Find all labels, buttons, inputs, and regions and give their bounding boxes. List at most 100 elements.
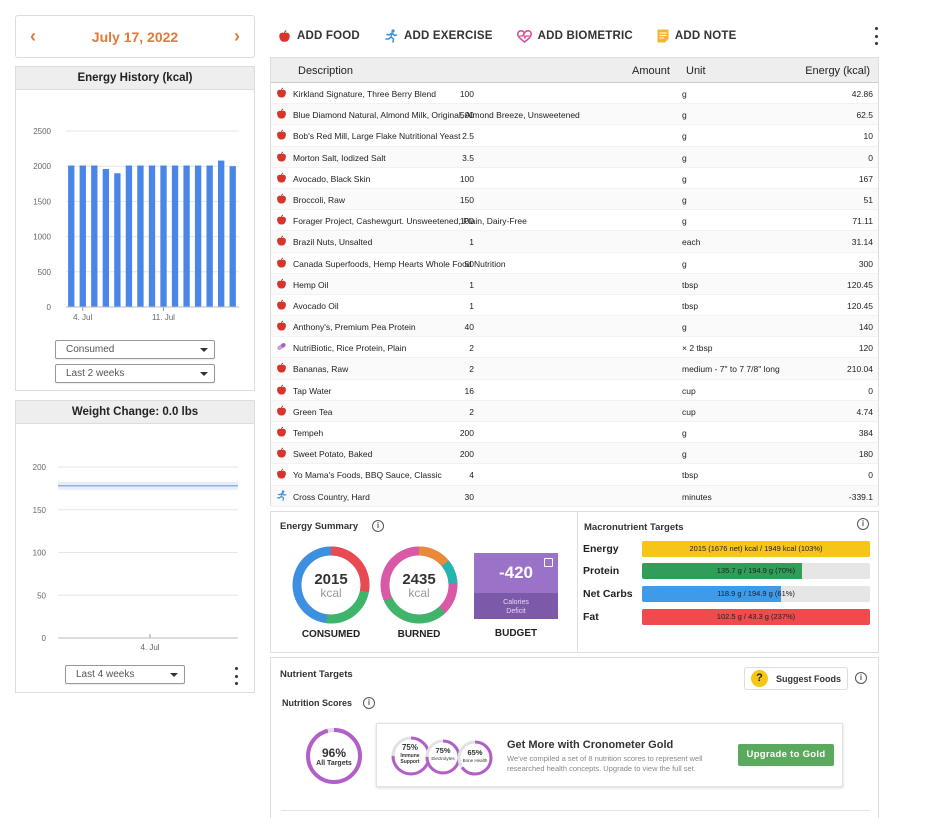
budget-sub2: Deficit [506,608,526,615]
burned-unit: kcal [408,586,430,600]
row-amount: 100 [459,216,474,227]
row-energy: 140 [858,322,873,333]
bar[interactable] [102,169,110,307]
apple-icon [276,108,287,122]
macro-progress-bar[interactable]: 102.5 g / 43.3 g (237%) [642,609,870,625]
toolbar-more-icon[interactable] [872,27,880,45]
row-unit: g [682,173,687,184]
table-row[interactable]: Yo Mama's Foods, BBQ Sauce, Classic 4 tbsp… [271,464,878,486]
table-row[interactable]: Morton Salt, Iodized Salt 3.5 g 0 [271,146,878,168]
heart-pulse-icon [516,29,532,43]
caret-down-icon [170,673,178,677]
bar[interactable] [114,173,121,307]
y-tick-label: 2000 [33,162,51,171]
budget-sub1: Calories [503,599,529,606]
table-row[interactable]: Kirkland Signature, Three Berry Blend 100… [271,83,878,105]
bar[interactable] [125,165,133,307]
x-tick-label: 11. Jul [152,313,175,322]
table-row[interactable]: Cross Country, Hard 30 minutes -339.1 [271,485,878,507]
bar[interactable] [91,165,98,307]
row-amount: 30 [464,491,474,502]
add-food-button[interactable]: ADD FOOD [278,29,360,43]
bar[interactable] [160,165,167,307]
add-note-button[interactable]: ADD NOTE [657,29,737,43]
table-row[interactable]: Hemp Oil 1 tbsp 120.45 [271,273,878,295]
apple-icon [276,172,287,186]
energy-range-select[interactable]: Last 2 weeks [55,364,215,383]
runner-icon [276,489,287,503]
upgrade-to-gold-button[interactable]: Upgrade to Gold [738,744,834,766]
weight-more-icon[interactable] [232,667,240,685]
add-exercise-button[interactable]: ADD EXERCISE [384,29,493,43]
table-row[interactable]: Blue Diamond Natural, Almond Milk, Origi… [271,104,878,126]
bar[interactable] [194,165,202,307]
chevron-left-icon[interactable]: ‹ [30,26,36,46]
suggest-foods-button[interactable]: ? Suggest Foods [744,667,848,690]
bar[interactable] [218,160,225,307]
table-row[interactable]: Bob's Red Mill, Large Flake Nutritional … [271,125,878,147]
info-icon[interactable]: i [857,518,869,530]
table-row[interactable]: Avocado, Black Skin 100 g 167 [271,168,878,189]
row-unit: g [682,152,687,163]
row-energy: 31.14 [851,237,873,248]
metric-select[interactable]: Consumed [55,340,215,359]
row-description: Anthony's, Premium Pea Protein [293,322,416,333]
bar[interactable] [206,165,213,307]
table-row[interactable]: Tempeh 200 g 384 [271,422,878,444]
bar[interactable] [171,165,179,307]
current-date[interactable]: July 17, 2022 [91,28,179,45]
apple-icon [276,257,287,271]
note-icon [657,29,669,43]
table-row[interactable]: Broccoli, Raw 150 g 51 [271,188,878,211]
col-energy[interactable]: Energy (kcal) [805,65,870,77]
info-icon[interactable]: i [372,520,384,532]
macro-progress-bar[interactable]: 118.9 g / 194.9 g (61%) [642,586,870,602]
bar[interactable] [79,165,86,307]
info-icon[interactable]: i [363,697,375,709]
col-amount[interactable]: Amount [632,65,670,77]
x-tick-label: 4. Jul [73,313,92,322]
row-energy: 71.11 [852,216,873,227]
row-energy: 51 [863,194,873,205]
budget-label: BUDGET [494,628,538,639]
add-biometric-button[interactable]: ADD BIOMETRIC [516,29,633,43]
table-row[interactable]: Sweet Potato, Baked 200 g 180 [271,443,878,465]
table-row[interactable]: Forager Project, Cashewgurt. Unsweetened… [271,210,878,232]
row-unit: g [682,194,687,205]
macro-row: Energy 2015 (1676 net) kcal / 1949 kcal (… [583,541,873,557]
table-row[interactable]: NutriBiotic, Rice Protein, Plain 2 × 2 tbs… [271,337,878,359]
row-amount: 2 [469,343,474,354]
table-row[interactable]: Tap Water 16 cup 0 [271,380,878,401]
table-row[interactable]: Anthony's, Premium Pea Protein 40 g 140 [271,316,878,338]
table-row[interactable]: Green Tea 2 cup 4.74 [271,400,878,422]
row-description: NutriBiotic, Rice Protein, Plain [293,343,407,354]
weight-range-select[interactable]: Last 4 weeks [65,665,185,684]
macro-progress-text: 2015 (1676 net) kcal / 1949 kcal (103%) [689,544,823,553]
table-row[interactable]: Canada Superfoods, Hemp Hearts Whole Foo… [271,253,878,274]
macro-progress-bar[interactable]: 2015 (1676 net) kcal / 1949 kcal (103%) [642,541,870,557]
chevron-right-icon[interactable]: › [234,26,240,46]
bar[interactable] [183,165,190,307]
bar[interactable] [137,165,144,307]
row-amount: 150 [459,194,474,205]
bar[interactable] [229,166,236,307]
food-diary-table: Description Amount Unit Energy (kcal) Ki… [270,57,879,507]
info-icon[interactable]: i [855,672,867,684]
pill-icon [276,341,287,354]
bar[interactable] [68,165,75,307]
table-row[interactable]: Avocado Oil 1 tbsp 120.45 [271,295,878,317]
all-targets-ring[interactable] [303,725,373,795]
mini-score-label: Electrolytes [431,756,455,761]
row-unit: g [682,449,687,460]
bar[interactable] [148,165,156,307]
col-unit[interactable]: Unit [686,65,706,77]
weight-range-select-value: Last 4 weeks [76,669,135,680]
macro-progress-bar[interactable]: 135.7 g / 194.9 g (70%) [642,563,870,579]
col-description[interactable]: Description [298,65,354,77]
macro-progress-fill [642,586,782,602]
row-unit: tbsp [682,279,699,290]
macro-progress-text: 102.5 g / 43.3 g (237%) [716,612,796,621]
table-row[interactable]: Brazil Nuts, Unsalted 1 each 31.14 [271,231,878,253]
budget-tile: -420 Calories Deficit [474,553,558,619]
table-row[interactable]: Bananas, Raw 2 medium - 7" to 7 7/8" long 2… [271,358,878,380]
